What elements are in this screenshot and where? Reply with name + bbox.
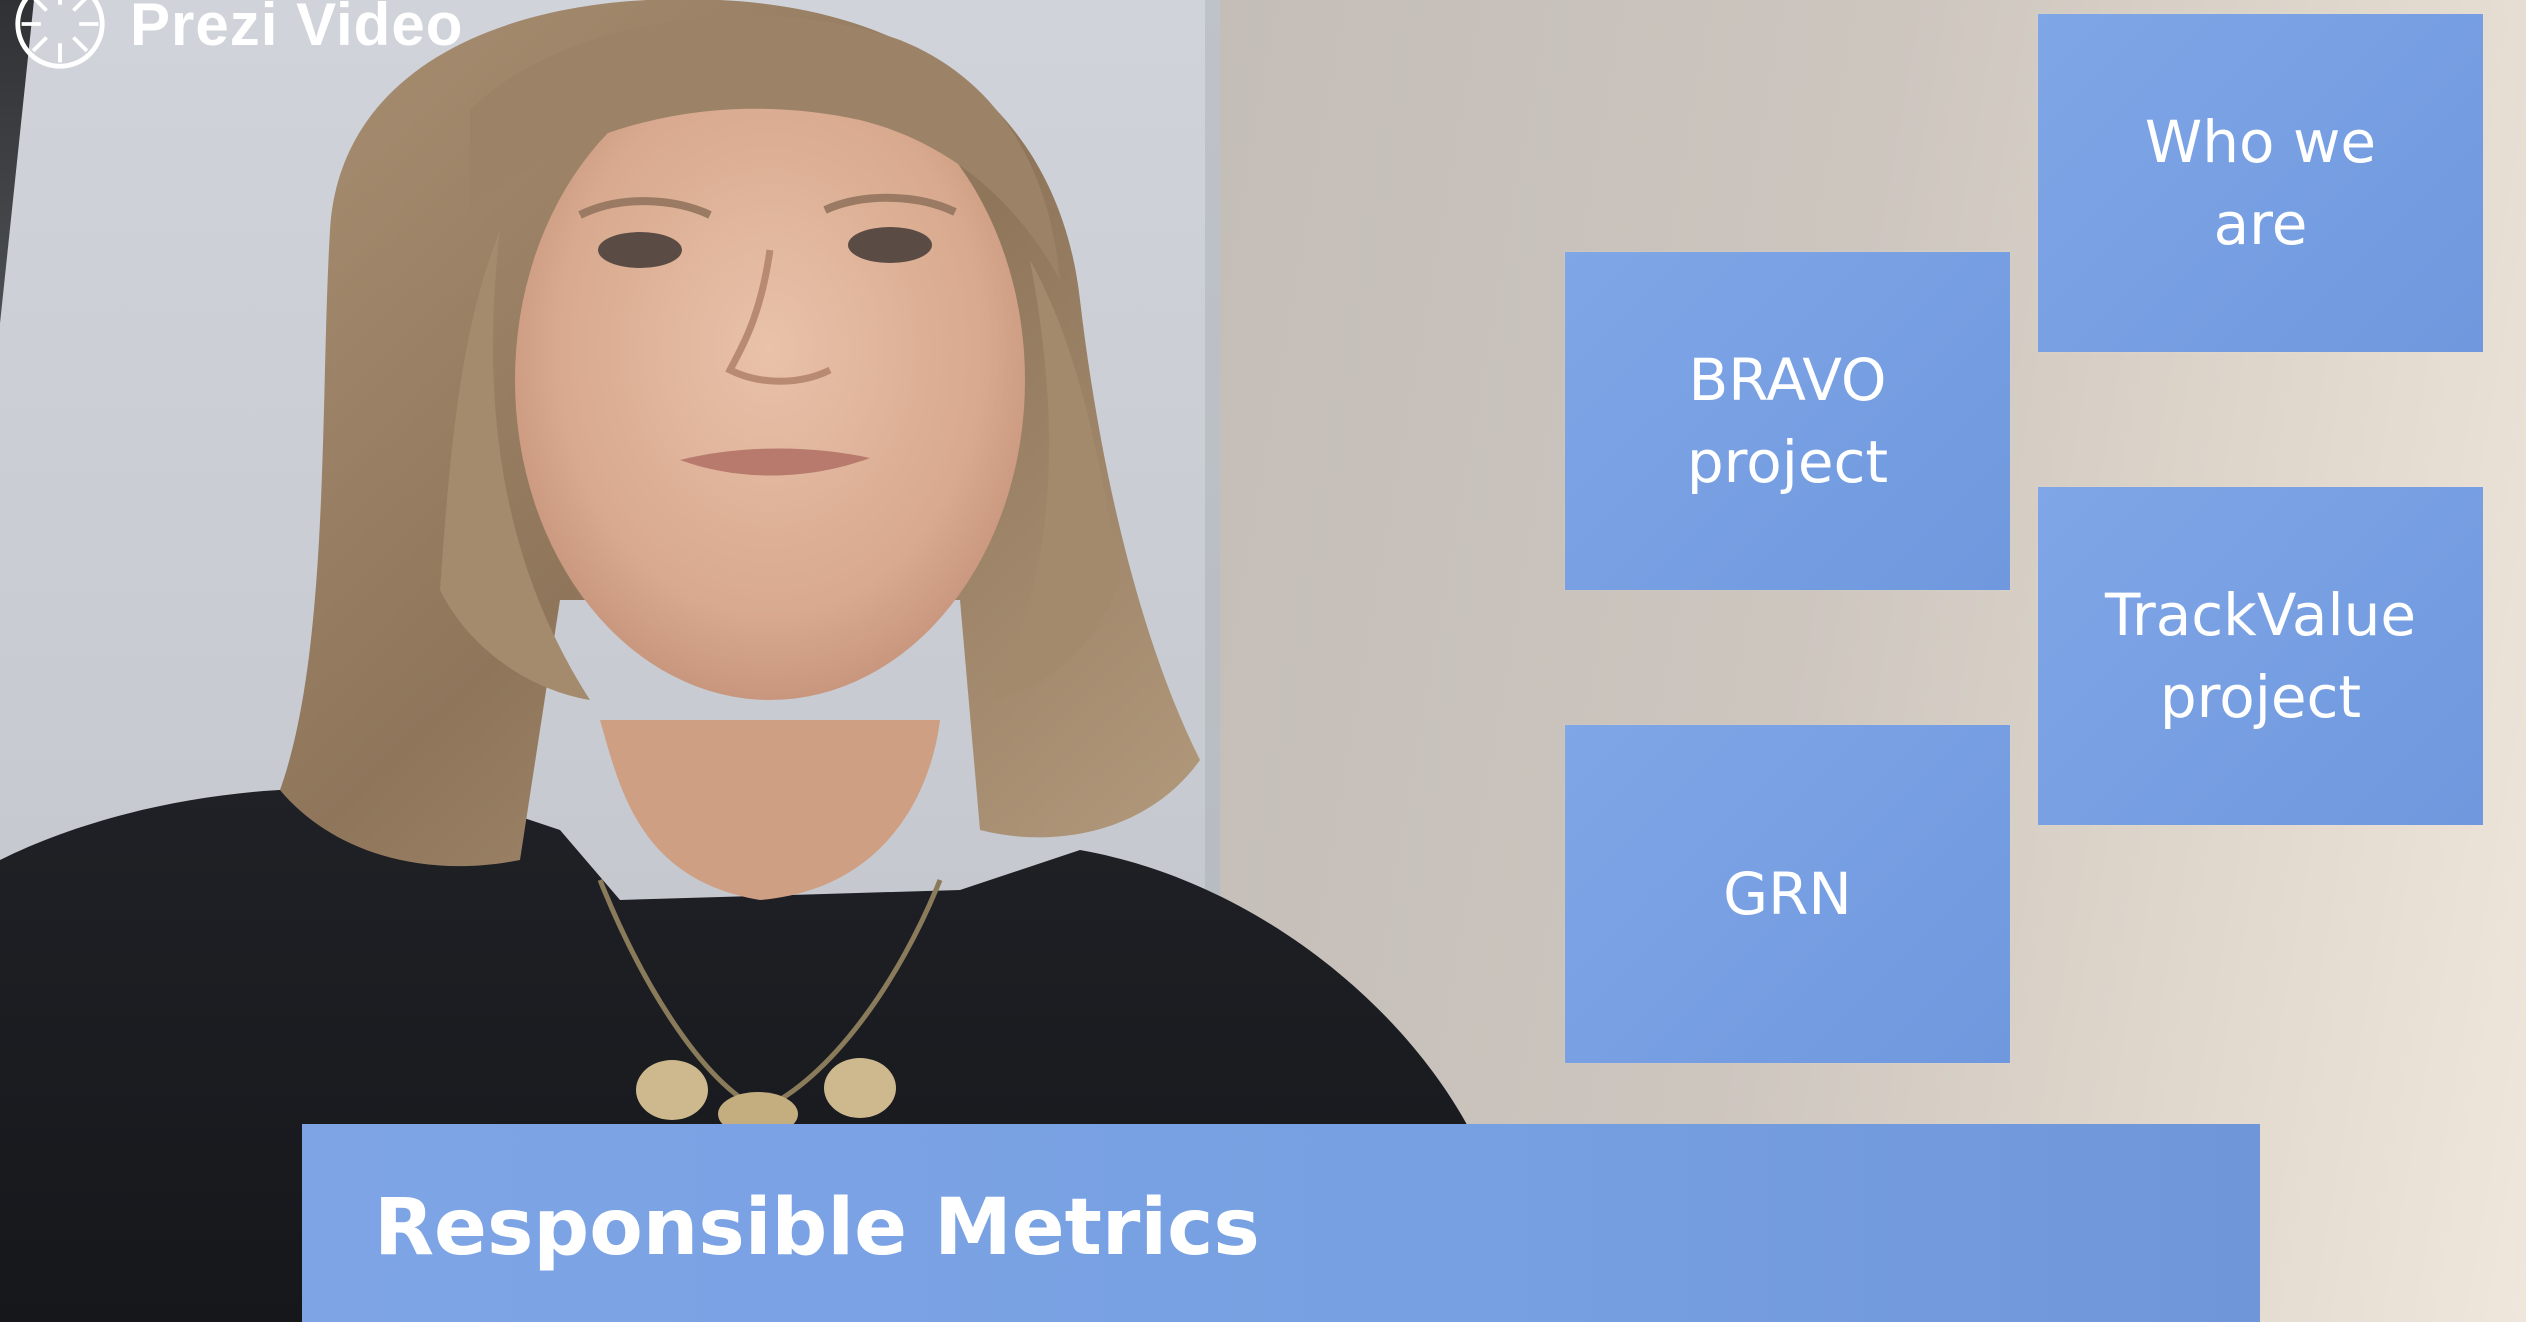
banner-title: Responsible Metrics xyxy=(374,1183,1260,1273)
topic-tile-grn[interactable]: GRN xyxy=(1565,725,2010,1063)
topic-tile-trackvalue-project[interactable]: TrackValue project xyxy=(2038,487,2483,825)
prezi-video-logo: Prezi Video xyxy=(12,0,463,72)
prezi-logo-icon xyxy=(15,0,105,69)
title-banner: Responsible Metrics xyxy=(302,1124,2260,1322)
topic-tile-bravo-project[interactable]: BRAVO project xyxy=(1565,252,2010,590)
topic-tile-who-we-are[interactable]: Who we are xyxy=(2038,14,2483,352)
logo-text: Prezi Video xyxy=(130,0,464,58)
